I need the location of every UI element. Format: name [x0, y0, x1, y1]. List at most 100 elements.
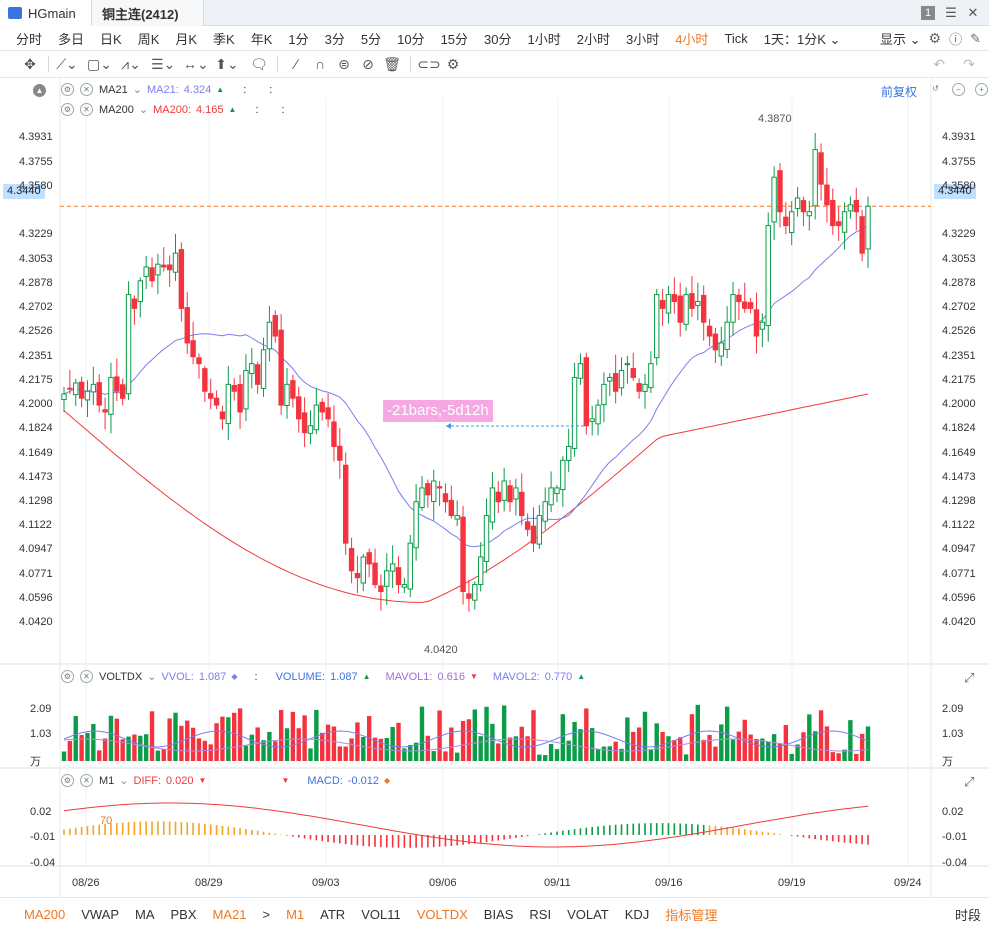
gear-icon[interactable]: ⚙ [61, 774, 74, 787]
move-cross-icon[interactable]: ✥ [24, 55, 36, 72]
period-17[interactable]: Tick [724, 30, 748, 46]
indicator-7[interactable]: ATR [320, 906, 346, 922]
indicator-13[interactable]: KDJ [624, 906, 650, 922]
line-tool-icon[interactable]: ⟋⌄ [56, 55, 78, 72]
vol-bar-68 [460, 720, 466, 761]
arrow-tool-icon[interactable]: ⬆⌄ [215, 55, 239, 72]
wave-tool-icon[interactable]: ⩘⌄ [121, 55, 141, 72]
note-tool-icon[interactable]: 🗨 [250, 55, 268, 72]
ma200-caret-icon[interactable]: ⌄ [138, 104, 149, 116]
candle-body-105 [677, 295, 683, 323]
measure-tool-icon[interactable]: ↔⌄ [183, 55, 209, 72]
period-3[interactable]: 周K [137, 31, 160, 47]
lock-icon[interactable]: ⊜ [338, 55, 350, 72]
menu-icon[interactable]: ☰ [945, 5, 957, 20]
vol-left-tick-2: 万 [30, 756, 41, 768]
hide-icon[interactable]: ⊘ [362, 55, 374, 72]
info-icon[interactable]: ⓘ [949, 32, 963, 47]
layout-number-button[interactable]: 1 [921, 6, 935, 20]
draw-line-icon[interactable]: ∕ [294, 56, 298, 72]
indicator-0[interactable]: MA200 [24, 906, 66, 922]
minus-icon[interactable]: − [952, 83, 965, 96]
period-18[interactable]: 1天：1分K ⌄ [763, 31, 841, 47]
indicator-4[interactable]: MA21 [212, 906, 247, 922]
indicator-12[interactable]: VOLAT [567, 906, 609, 922]
candle-body-119 [759, 321, 766, 330]
ma21-caret-icon[interactable]: ⌄ [132, 84, 142, 96]
fib-tool-icon[interactable]: ☰⌄ [151, 55, 176, 72]
tab-symbol[interactable]: 铜主连(2412) [92, 0, 204, 26]
fuquan-button[interactable]: 前复权 [881, 83, 922, 100]
candle-body-84 [554, 487, 560, 495]
period-6[interactable]: 年K [250, 31, 273, 47]
candle-body-80 [530, 525, 537, 544]
settings-icon[interactable]: ⚙ [446, 55, 460, 72]
display-menu[interactable]: 显示 ⌄ [879, 32, 921, 47]
tab-hgmain[interactable]: HGmain [0, 0, 92, 26]
period-10[interactable]: 10分 [397, 31, 425, 47]
reset-icon[interactable]: ↺ [932, 84, 939, 93]
plus-icon[interactable]: + [975, 83, 988, 96]
mavol1-line [63, 730, 869, 748]
gear-icon[interactable]: ⚙ [928, 30, 942, 46]
period-9[interactable]: 5分 [360, 31, 382, 47]
indicator-8[interactable]: VOL11 [361, 906, 401, 922]
indicator-10[interactable]: BIAS [483, 906, 514, 922]
macd-caret-icon[interactable]: ⌄ [119, 775, 129, 787]
close-icon[interactable]: ✕ [80, 670, 93, 683]
period-13[interactable]: 1小时 [527, 31, 561, 47]
collapse-icon[interactable]: ▲ [33, 84, 52, 97]
indicator-14[interactable]: 指标管理 [665, 907, 718, 923]
indicator-1[interactable]: VWAP [81, 906, 120, 922]
period-15[interactable]: 3小时 [625, 31, 660, 47]
vol-caret-icon[interactable]: ⌄ [147, 671, 157, 683]
price-chart[interactable] [0, 78, 989, 897]
period-8[interactable]: 3分 [324, 31, 345, 47]
period-14[interactable]: 2小时 [576, 31, 610, 47]
gear-icon[interactable]: ⚙ [61, 670, 74, 683]
undo-icon[interactable]: ↶ [933, 55, 945, 72]
expand-icon[interactable]: ⤢ [964, 670, 975, 685]
indicator-5[interactable]: > [262, 906, 271, 922]
candle-body-12 [131, 298, 138, 309]
trash-icon[interactable]: 🗑 [383, 55, 401, 72]
gear-icon[interactable]: ⚙ [61, 83, 74, 96]
period-5[interactable]: 季K [213, 31, 235, 47]
period-16[interactable]: 4小时 [675, 31, 709, 47]
indicator-6[interactable]: M1 [286, 906, 305, 922]
magnet-icon[interactable]: ∩ [314, 56, 326, 72]
candle-body-88 [577, 363, 584, 379]
redo-icon[interactable]: ↷ [963, 55, 975, 72]
candle-body-137 [865, 205, 871, 250]
indicator-3[interactable]: PBX [170, 906, 197, 922]
period-7[interactable]: 1分 [288, 31, 309, 47]
close-icon[interactable]: ✕ [80, 103, 93, 116]
candle-body-38 [284, 383, 290, 406]
indicator-9[interactable]: VOLTDX [416, 906, 468, 922]
rect-tool-icon[interactable]: ▢⌄ [87, 55, 112, 72]
candle-body-114 [730, 294, 736, 323]
close-icon[interactable]: ✕ [80, 774, 93, 787]
period-1[interactable]: 多日 [58, 31, 85, 47]
session-button[interactable]: 时段 [955, 905, 981, 924]
period-11[interactable]: 15分 [440, 31, 469, 47]
left-tick-16: 4.0947 [19, 543, 53, 556]
period-2[interactable]: 日K [100, 31, 122, 47]
close-icon[interactable]: ✕ [80, 83, 93, 96]
indicator-2[interactable]: MA [135, 906, 155, 922]
link-icon[interactable]: ⊂⊃ [417, 55, 441, 72]
ma200-legend: ⚙ ✕ MA200 ⌄ MA200: 4.165 ▲ : : [61, 103, 290, 116]
pencil-icon[interactable]: ✎ [970, 30, 981, 46]
expand-icon[interactable]: ⤢ [964, 774, 975, 789]
vol-bar-75 [501, 705, 507, 761]
close-icon[interactable]: ✕ [967, 5, 979, 20]
vol-left-tick-0: 2.09 [30, 703, 52, 715]
period-12[interactable]: 30分 [484, 31, 512, 47]
vol-right-tick-2: 万 [942, 756, 953, 768]
candle-body-41 [301, 412, 308, 434]
gear-icon[interactable]: ⚙ [61, 103, 74, 116]
candle-body-117 [747, 302, 754, 309]
period-4[interactable]: 月K [175, 31, 198, 47]
period-0[interactable]: 分时 [16, 31, 43, 47]
indicator-11[interactable]: RSI [529, 906, 552, 922]
